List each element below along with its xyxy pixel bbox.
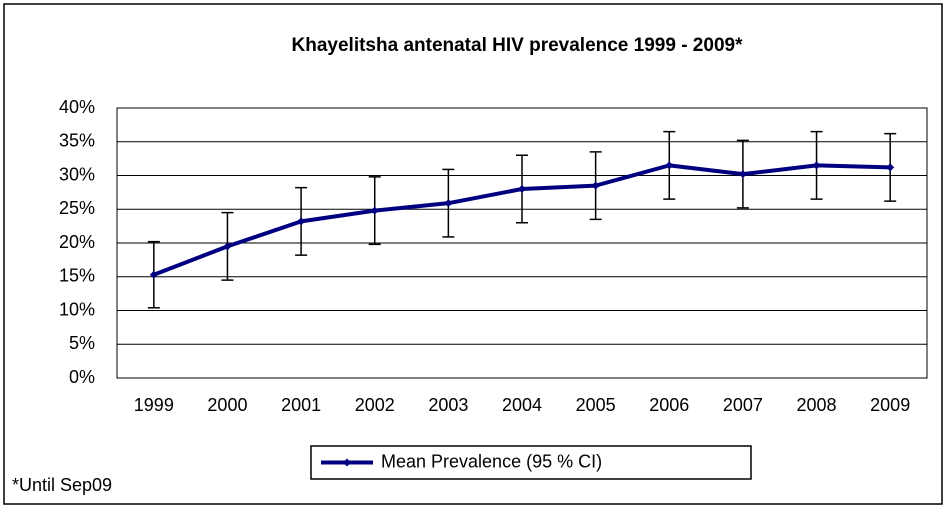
y-tick-label: 5% <box>69 333 95 353</box>
x-tick-label: 2003 <box>428 395 468 415</box>
point-marker <box>297 217 306 226</box>
point-marker <box>149 270 158 279</box>
point-marker <box>518 185 526 193</box>
y-tick-label: 10% <box>59 299 95 319</box>
point-marker <box>886 163 895 172</box>
y-tick-label: 20% <box>59 232 95 252</box>
y-tick-label: 35% <box>59 131 95 151</box>
footnote: *Until Sep09 <box>12 475 112 495</box>
x-tick-label: 2007 <box>723 395 763 415</box>
legend-label: Mean Prevalence (95 % CI) <box>381 451 602 471</box>
x-tick-label: 2001 <box>281 395 321 415</box>
x-tick-label: 2008 <box>797 395 837 415</box>
y-tick-label: 0% <box>69 367 95 387</box>
chart-title: Khayelitsha antenatal HIV prevalence 199… <box>292 35 744 56</box>
y-tick-label: 15% <box>59 266 95 286</box>
chart-frame <box>3 3 943 505</box>
legend-marker <box>343 458 351 467</box>
x-tick-label: 2004 <box>502 395 542 415</box>
legend-box <box>310 445 752 480</box>
point-marker <box>223 242 232 251</box>
point-marker <box>812 161 821 170</box>
y-tick-label: 30% <box>59 164 95 184</box>
point-marker <box>591 181 600 190</box>
x-tick-label: 2000 <box>207 395 247 415</box>
x-tick-label: 2009 <box>870 395 910 415</box>
point-marker <box>738 170 747 179</box>
point-marker <box>665 161 674 170</box>
x-tick-label: 2002 <box>355 395 395 415</box>
point-marker <box>370 206 379 215</box>
y-tick-label: 40% <box>59 97 95 117</box>
point-marker <box>444 199 453 208</box>
x-tick-label: 2005 <box>576 395 616 415</box>
x-tick-label: 1999 <box>134 395 174 415</box>
y-tick-label: 25% <box>59 198 95 218</box>
x-tick-label: 2006 <box>649 395 689 415</box>
